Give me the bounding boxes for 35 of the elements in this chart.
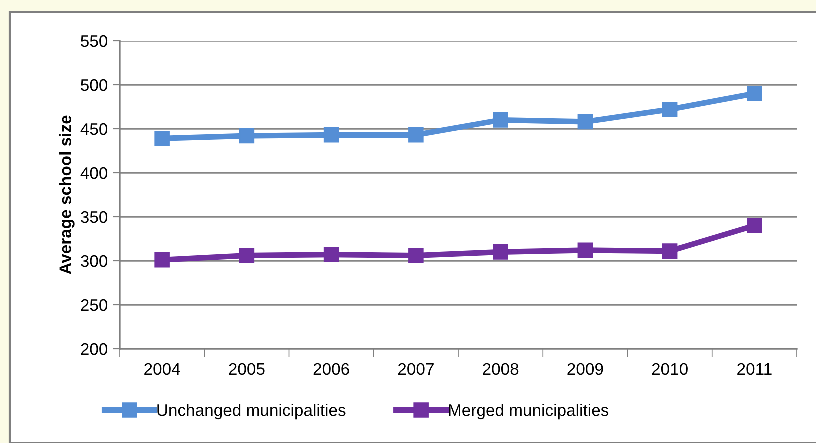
legend-label: Merged municipalities: [449, 404, 609, 420]
point: [408, 128, 424, 143]
x-tick-label: 2010: [652, 363, 688, 376]
y-axis-title: Average school size: [59, 116, 75, 274]
y-tick-label: 250: [81, 299, 108, 312]
y-tick-label: 350: [81, 211, 108, 224]
y-tick-label: 300: [81, 255, 108, 268]
point: [493, 244, 508, 260]
point: [747, 86, 762, 102]
y-tick-label: 200: [81, 343, 108, 356]
point: [662, 244, 678, 259]
x-tick-label: 2007: [398, 363, 434, 376]
point: [408, 248, 424, 264]
y-tick-label: 550: [81, 35, 108, 48]
x-tick-label: 2005: [229, 363, 265, 376]
point: [239, 128, 255, 144]
point: [578, 114, 594, 130]
point: [154, 131, 170, 146]
x-tick-label: 2008: [483, 363, 519, 376]
point: [493, 112, 508, 128]
point: [324, 247, 340, 262]
legend-label: Unchanged municipalities: [158, 404, 346, 420]
point: [662, 102, 678, 118]
point: [239, 248, 255, 264]
y-tick-label: 400: [80, 167, 108, 180]
point: [154, 252, 170, 268]
x-tick-label: 2011: [738, 363, 772, 376]
point: [324, 128, 340, 143]
point: [747, 218, 762, 234]
point: [578, 242, 594, 258]
y-tick-label: 500: [81, 79, 108, 92]
x-tick-label: 2004: [144, 363, 180, 376]
x-tick-label: 2009: [568, 363, 604, 376]
y-tick-label: 450: [80, 123, 108, 136]
x-tick-label: 2006: [314, 363, 350, 376]
